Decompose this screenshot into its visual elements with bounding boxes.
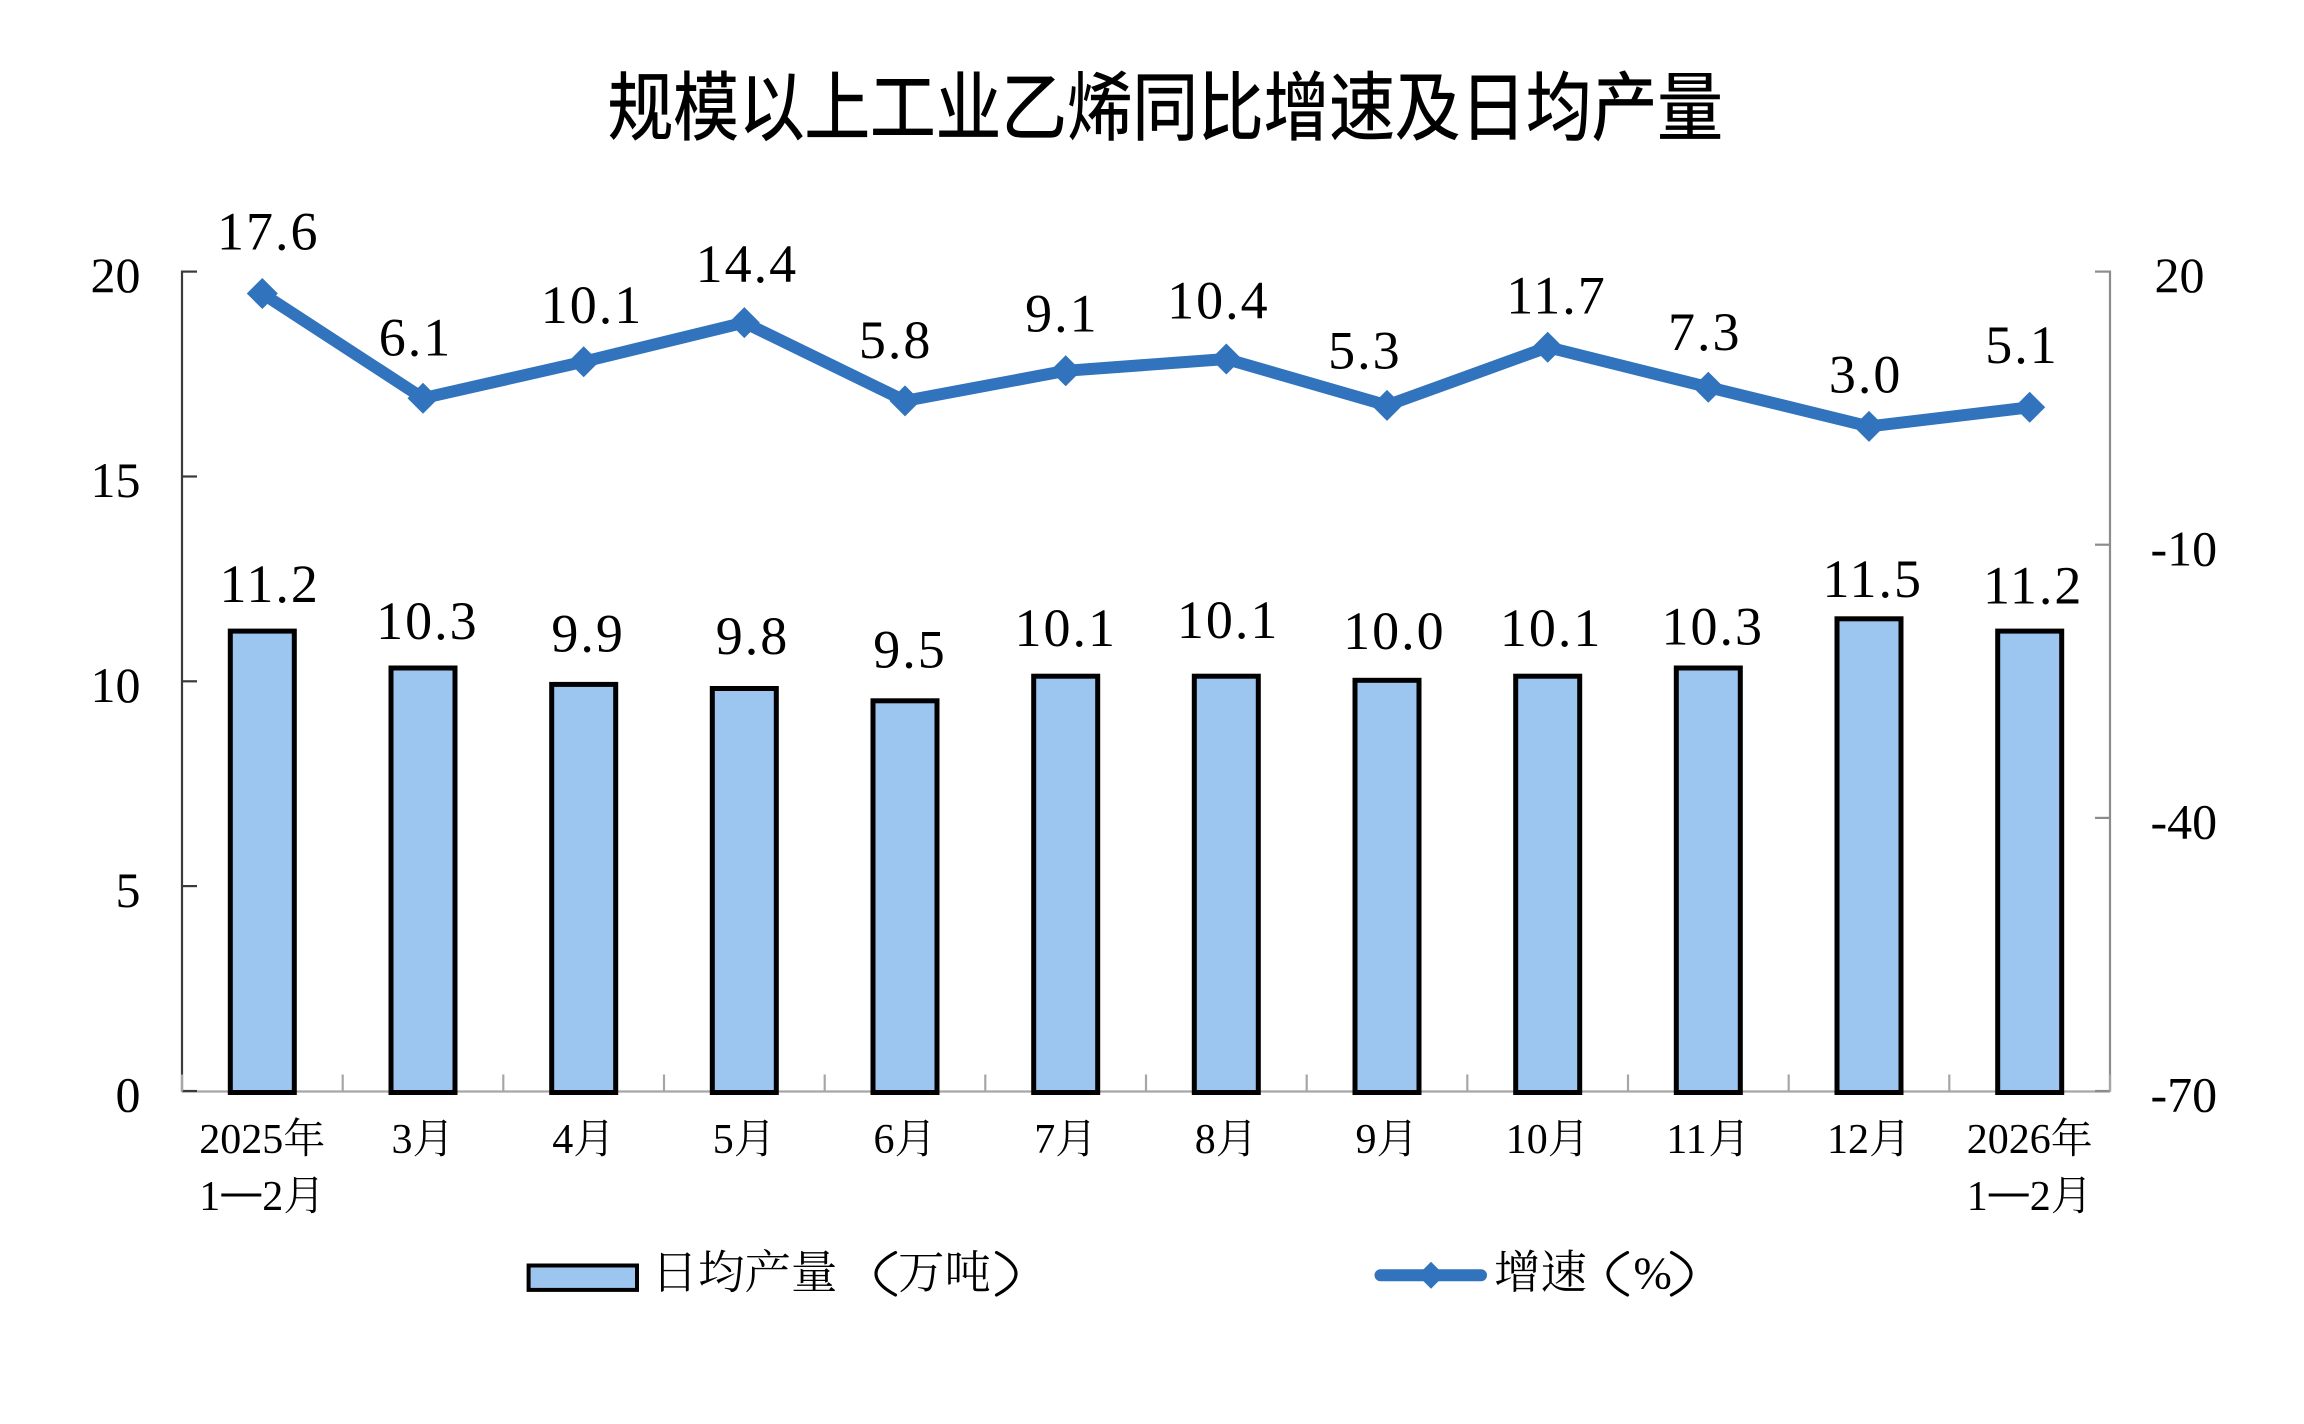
svg-text:17.6: 17.6 — [217, 201, 320, 261]
svg-text:9.1: 9.1 — [1025, 283, 1099, 343]
svg-text:11.2: 11.2 — [219, 554, 320, 614]
svg-text:14.4: 14.4 — [696, 234, 799, 294]
svg-text:6: 6 — [874, 1117, 895, 1163]
svg-text:7: 7 — [1034, 1117, 1055, 1163]
svg-text:6.1: 6.1 — [379, 308, 453, 368]
svg-text:10: 10 — [91, 657, 141, 713]
svg-text:10.1: 10.1 — [541, 275, 644, 335]
svg-text:12: 12 — [1827, 1117, 1869, 1163]
svg-text:10.3: 10.3 — [1661, 596, 1764, 656]
svg-text:1: 1 — [1967, 1174, 1988, 1220]
svg-text:%: % — [1634, 1248, 1672, 1299]
svg-text:10.1: 10.1 — [1500, 598, 1603, 658]
svg-text:2025: 2025 — [199, 1117, 283, 1163]
svg-text:2: 2 — [262, 1174, 283, 1220]
svg-text:10.1: 10.1 — [1177, 590, 1280, 650]
svg-text:5.3: 5.3 — [1328, 321, 1402, 381]
svg-text:9.9: 9.9 — [551, 604, 625, 664]
svg-text:20: 20 — [2155, 247, 2205, 303]
svg-text:9.5: 9.5 — [873, 620, 947, 680]
svg-text:8: 8 — [1195, 1117, 1216, 1163]
svg-text:15: 15 — [91, 452, 141, 508]
svg-text:-70: -70 — [2151, 1067, 2218, 1123]
svg-text:7.3: 7.3 — [1668, 302, 1742, 362]
svg-text:10: 10 — [1506, 1117, 1548, 1163]
svg-text:2: 2 — [2030, 1174, 2051, 1220]
svg-text:-40: -40 — [2151, 794, 2218, 850]
svg-text:0: 0 — [116, 1067, 141, 1123]
svg-text:3: 3 — [392, 1117, 413, 1163]
svg-text:10.3: 10.3 — [376, 591, 479, 651]
svg-text:11.7: 11.7 — [1506, 266, 1607, 326]
svg-text:10.0: 10.0 — [1343, 601, 1446, 661]
svg-text:11: 11 — [1666, 1117, 1706, 1163]
svg-text:3.0: 3.0 — [1829, 345, 1903, 405]
svg-text:10.1: 10.1 — [1014, 598, 1117, 658]
svg-text:10.4: 10.4 — [1167, 271, 1270, 331]
svg-text:4: 4 — [552, 1117, 573, 1163]
svg-text:1: 1 — [199, 1174, 220, 1220]
svg-text:5.8: 5.8 — [859, 310, 933, 370]
svg-text:9: 9 — [1356, 1117, 1377, 1163]
svg-text:5: 5 — [116, 862, 141, 918]
svg-text:5: 5 — [713, 1117, 734, 1163]
svg-text:11.5: 11.5 — [1823, 549, 1924, 609]
svg-text:9.8: 9.8 — [716, 606, 790, 666]
svg-text:20: 20 — [91, 247, 141, 303]
svg-text:-10: -10 — [2151, 520, 2218, 576]
svg-text:5.1: 5.1 — [1985, 315, 2059, 375]
svg-text:2026: 2026 — [1967, 1117, 2051, 1163]
svg-text:11.2: 11.2 — [1983, 556, 2084, 616]
